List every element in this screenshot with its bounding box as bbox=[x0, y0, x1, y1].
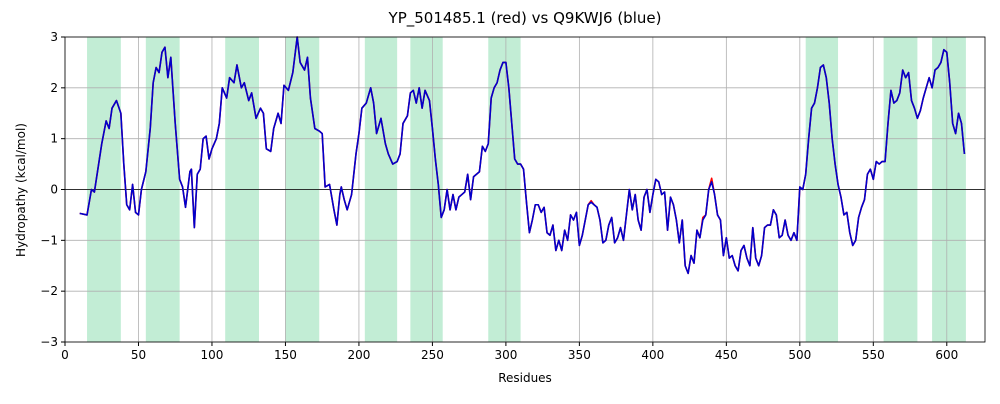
x-tick-label: 200 bbox=[347, 348, 370, 362]
chart-title: YP_501485.1 (red) vs Q9KWJ6 (blue) bbox=[388, 9, 662, 28]
hydropathy-line bbox=[79, 36, 966, 275]
x-tick-label: 350 bbox=[568, 348, 591, 362]
x-tick-label: 550 bbox=[862, 348, 885, 362]
x-tick-label: 500 bbox=[788, 348, 811, 362]
x-tick-label: 400 bbox=[641, 348, 664, 362]
x-tick-label: 100 bbox=[201, 348, 224, 362]
x-tick-label: 0 bbox=[61, 348, 69, 362]
y-tick-label: −1 bbox=[40, 233, 58, 247]
x-tick-label: 250 bbox=[421, 348, 444, 362]
y-tick-label: 3 bbox=[50, 30, 58, 44]
x-tick-label: 600 bbox=[935, 348, 958, 362]
x-tick-label: 300 bbox=[494, 348, 517, 362]
y-tick-label: −3 bbox=[40, 335, 58, 349]
x-tick-label: 50 bbox=[131, 348, 146, 362]
plot-frame bbox=[64, 36, 986, 343]
y-tick-label: 2 bbox=[50, 81, 58, 95]
y-tick-label: 1 bbox=[50, 132, 58, 146]
y-axis-label: Hydropathy (kcal/mol) bbox=[14, 123, 28, 257]
y-tick-label: −2 bbox=[40, 284, 58, 298]
x-axis-label: Residues bbox=[498, 371, 552, 385]
y-tick-label: 0 bbox=[50, 183, 58, 197]
x-tick-label: 450 bbox=[715, 348, 738, 362]
x-tick-label: 150 bbox=[274, 348, 297, 362]
